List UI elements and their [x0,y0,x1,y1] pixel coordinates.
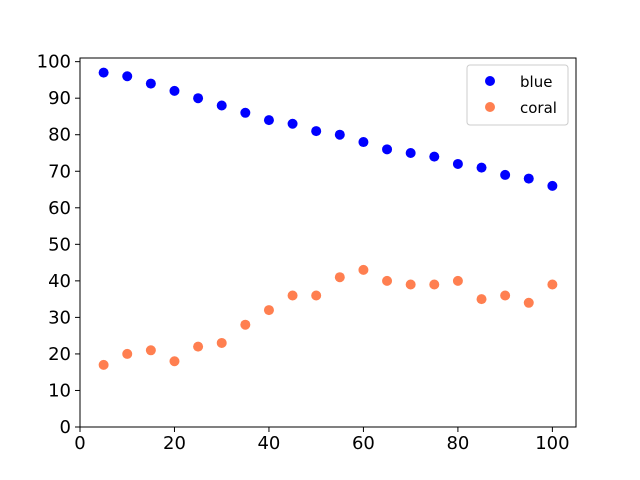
data-points [98,67,558,370]
x-tick-label: 40 [257,433,280,454]
data-point-blue [193,93,204,104]
y-tick-label: 90 [48,88,71,109]
data-point-blue [405,147,416,158]
y-axis: 0 10 20 30 40 50 60 70 80 90 100 [37,52,80,438]
data-point-coral [405,279,416,290]
data-point-coral [334,272,345,283]
data-point-coral [311,290,322,301]
data-point-coral [358,264,369,275]
data-point-blue [429,151,440,162]
data-point-blue [287,118,298,129]
data-point-blue [98,67,109,78]
data-point-coral [122,348,133,359]
data-point-blue [476,162,487,173]
data-point-coral [429,279,440,290]
data-point-blue [523,173,534,184]
y-tick-label: 30 [48,307,71,328]
data-point-blue [334,129,345,140]
data-point-blue [311,126,322,137]
data-point-coral [382,275,393,286]
data-point-coral [193,341,204,352]
x-tick-label: 60 [352,433,375,454]
data-point-blue [452,158,463,169]
y-tick-label: 70 [48,161,71,182]
plot-area-frame [79,57,577,428]
data-point-coral [547,279,558,290]
legend-label-coral: coral [520,99,557,117]
data-point-blue [169,85,180,96]
data-point-blue [358,137,369,148]
data-point-coral [523,297,534,308]
x-tick-label: 80 [446,433,469,454]
data-point-blue [382,144,393,155]
x-tick-label: 0 [74,433,85,454]
data-point-coral [452,275,463,286]
data-point-blue [547,180,558,191]
x-tick-label: 100 [535,433,569,454]
legend-label-blue: blue [520,73,552,91]
y-tick-label: 80 [48,125,71,146]
data-point-blue [145,78,156,89]
data-point-blue [500,169,511,180]
data-point-coral [287,290,298,301]
y-tick-label: 50 [48,234,71,255]
data-point-coral [500,290,511,301]
data-point-coral [263,305,274,316]
data-point-coral [98,359,109,370]
data-point-blue [216,100,227,111]
legend-marker-coral [485,102,495,112]
x-tick-label: 20 [163,433,186,454]
data-point-coral [216,337,227,348]
x-axis: 0 20 40 60 80 100 [74,427,570,454]
data-point-coral [145,345,156,356]
y-tick-label: 40 [48,271,71,292]
data-point-blue [263,115,274,126]
data-point-coral [169,356,180,367]
y-tick-label: 10 [48,380,71,401]
data-point-blue [122,71,133,82]
y-tick-label: 20 [48,344,71,365]
data-point-coral [240,319,251,330]
data-point-blue [240,107,251,118]
legend-marker-blue [485,76,495,86]
legend: blue coral [466,64,569,126]
y-tick-label: 100 [37,52,71,73]
y-tick-label: 0 [60,417,71,438]
data-point-coral [476,294,487,305]
y-tick-label: 60 [48,198,71,219]
